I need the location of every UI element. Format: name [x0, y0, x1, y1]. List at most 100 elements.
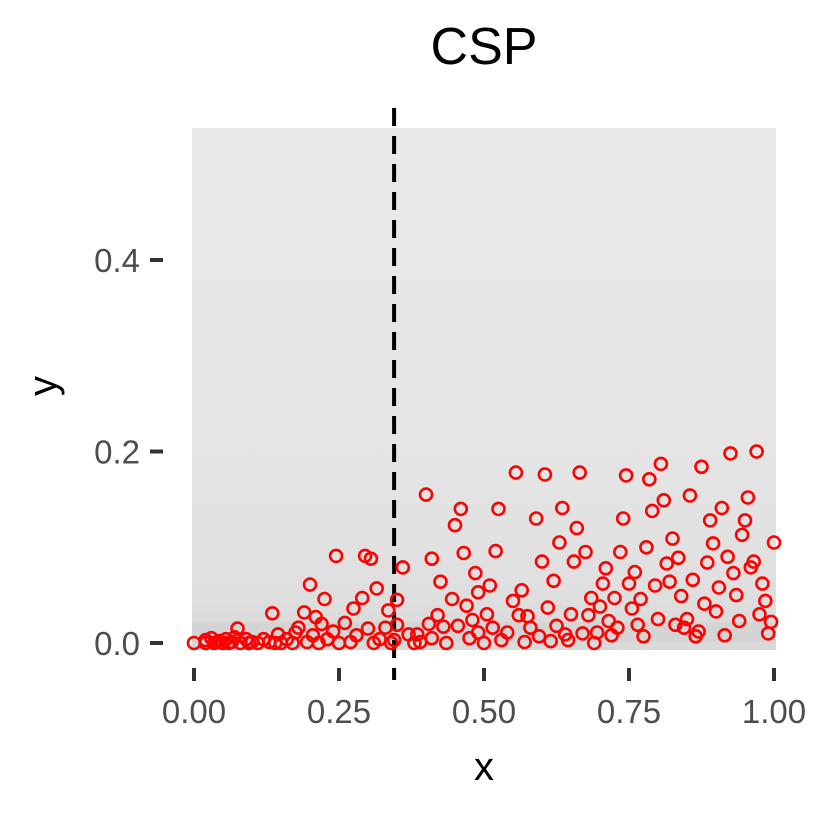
data-point [659, 556, 675, 571]
data-point [517, 634, 532, 650]
data-point [514, 582, 530, 598]
data-point [395, 560, 411, 575]
data-point [612, 544, 628, 560]
data-point [523, 620, 538, 636]
data-point [302, 577, 318, 592]
data-point [499, 625, 515, 640]
data-point [456, 545, 472, 561]
data-point [752, 606, 767, 622]
data-point [668, 617, 683, 633]
data-point [354, 590, 370, 606]
data-point [653, 456, 669, 472]
data-point [636, 628, 651, 644]
x-tick-label: 0.75 [597, 693, 661, 730]
data-point [482, 578, 498, 593]
data-point [546, 573, 561, 589]
data-point [418, 487, 434, 502]
data-point [592, 599, 608, 614]
data-point [383, 635, 399, 651]
y-tick-label: 0.0 [94, 625, 140, 662]
data-point [685, 572, 701, 588]
data-point [465, 612, 480, 628]
data-point [726, 565, 741, 581]
data-point [424, 630, 440, 646]
data-point [369, 581, 385, 596]
data-point [508, 465, 524, 480]
data-point [549, 618, 564, 634]
chart-title: CSP [431, 18, 538, 76]
data-point [311, 635, 327, 651]
data-point [317, 591, 332, 607]
data-point [488, 543, 503, 559]
data-point [485, 620, 501, 636]
data-point [723, 446, 738, 461]
data-point [615, 511, 631, 526]
data-point [682, 488, 698, 503]
data-point [444, 591, 460, 607]
data-point [708, 604, 724, 619]
data-point [705, 536, 721, 551]
data-point [627, 564, 643, 580]
data-point [360, 621, 376, 636]
data-point [325, 624, 341, 639]
data-point [691, 624, 706, 639]
data-point [438, 635, 454, 651]
data-point [583, 590, 599, 606]
data-point [543, 633, 559, 649]
x-tick-label: 0.00 [162, 693, 226, 730]
data-point [363, 551, 379, 567]
data-point [679, 611, 695, 627]
data-point [717, 627, 733, 643]
data-point [665, 531, 680, 546]
data-point [459, 598, 474, 614]
data-point [554, 500, 570, 516]
data-point [528, 511, 544, 526]
data-point [563, 606, 579, 622]
data-point [569, 520, 585, 536]
data-point [349, 627, 364, 643]
x-tick-label: 0.25 [307, 693, 371, 730]
data-point [728, 587, 744, 603]
y-tick-label: 0.2 [94, 434, 140, 471]
data-point [424, 551, 440, 567]
data-point [534, 554, 550, 569]
data-point [511, 607, 527, 623]
data-point [749, 444, 764, 459]
data-point [572, 465, 588, 480]
data-point [694, 459, 709, 475]
data-point [676, 620, 692, 636]
data-point [453, 501, 469, 517]
data-point [598, 560, 614, 576]
data-point [409, 627, 425, 642]
data-point [650, 611, 666, 627]
data-point [470, 625, 486, 640]
data-point [644, 503, 660, 519]
data-point [670, 550, 686, 566]
data-point [647, 578, 663, 593]
data-point [433, 574, 448, 590]
data-point [581, 607, 596, 623]
data-point [389, 617, 405, 633]
x-tick-label: 0.50 [452, 693, 516, 730]
data-point [537, 467, 553, 482]
data-point [346, 601, 361, 616]
data-point [575, 626, 590, 641]
data-point [589, 625, 605, 640]
data-point [467, 565, 483, 581]
data-point [673, 588, 689, 604]
data-point [624, 601, 640, 616]
x-axis-title: x [474, 745, 494, 789]
data-point [291, 620, 306, 636]
y-tick-label: 0.4 [94, 242, 140, 279]
data-point [314, 616, 329, 632]
data-point [296, 605, 312, 620]
data-point [662, 574, 677, 590]
y-axis: 0.0 0.2 0.4 [94, 242, 163, 662]
data-point [740, 490, 756, 505]
data-point [714, 500, 730, 516]
data-point [386, 632, 402, 648]
data-point [641, 471, 657, 487]
data-point [737, 513, 753, 528]
data-point [621, 576, 637, 591]
x-tick-label: 1.00 [742, 693, 806, 730]
